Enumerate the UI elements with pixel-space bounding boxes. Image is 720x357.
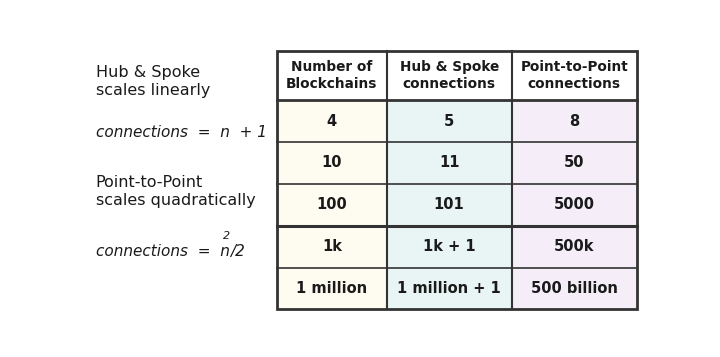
Text: 1 million + 1: 1 million + 1 [397, 281, 501, 296]
Text: 11: 11 [439, 155, 459, 171]
Bar [387, 226, 512, 268]
Bar [512, 184, 637, 226]
Text: Point-to-Point
connections: Point-to-Point connections [521, 60, 628, 91]
Text: Hub & Spoke
scales linearly: Hub & Spoke scales linearly [96, 65, 210, 99]
Bar [277, 51, 637, 310]
Bar [387, 268, 512, 310]
Bar [512, 142, 637, 184]
Text: 101: 101 [433, 197, 464, 212]
Bar [512, 51, 637, 100]
Text: Number of
Blockchains: Number of Blockchains [286, 60, 377, 91]
Text: 5: 5 [444, 114, 454, 129]
Text: 5000: 5000 [554, 197, 595, 212]
Text: connections  =  n: connections = n [96, 243, 230, 258]
Text: Hub & Spoke
connections: Hub & Spoke connections [400, 60, 499, 91]
Text: 10: 10 [322, 155, 342, 171]
Text: Point-to-Point
scales quadratically: Point-to-Point scales quadratically [96, 175, 256, 208]
Bar [277, 51, 387, 100]
Bar [277, 268, 387, 310]
Bar [277, 142, 387, 184]
Text: connections  =  n  + 1: connections = n + 1 [96, 125, 266, 140]
Bar [387, 51, 512, 100]
Text: 50: 50 [564, 155, 585, 171]
Text: /2: /2 [230, 243, 246, 258]
Bar [512, 100, 637, 142]
Bar [387, 184, 512, 226]
Text: 1 million: 1 million [296, 281, 367, 296]
Text: 4: 4 [327, 114, 337, 129]
Bar [277, 226, 387, 268]
Text: 2: 2 [223, 231, 230, 241]
Text: 500k: 500k [554, 239, 595, 254]
Bar [512, 226, 637, 268]
Text: 1k: 1k [322, 239, 342, 254]
Bar [512, 268, 637, 310]
Text: 500 billion: 500 billion [531, 281, 618, 296]
Text: 100: 100 [317, 197, 347, 212]
Bar [387, 100, 512, 142]
Bar [277, 100, 387, 142]
Text: 8: 8 [569, 114, 580, 129]
Bar [277, 184, 387, 226]
Bar [387, 142, 512, 184]
Text: 1k + 1: 1k + 1 [423, 239, 475, 254]
